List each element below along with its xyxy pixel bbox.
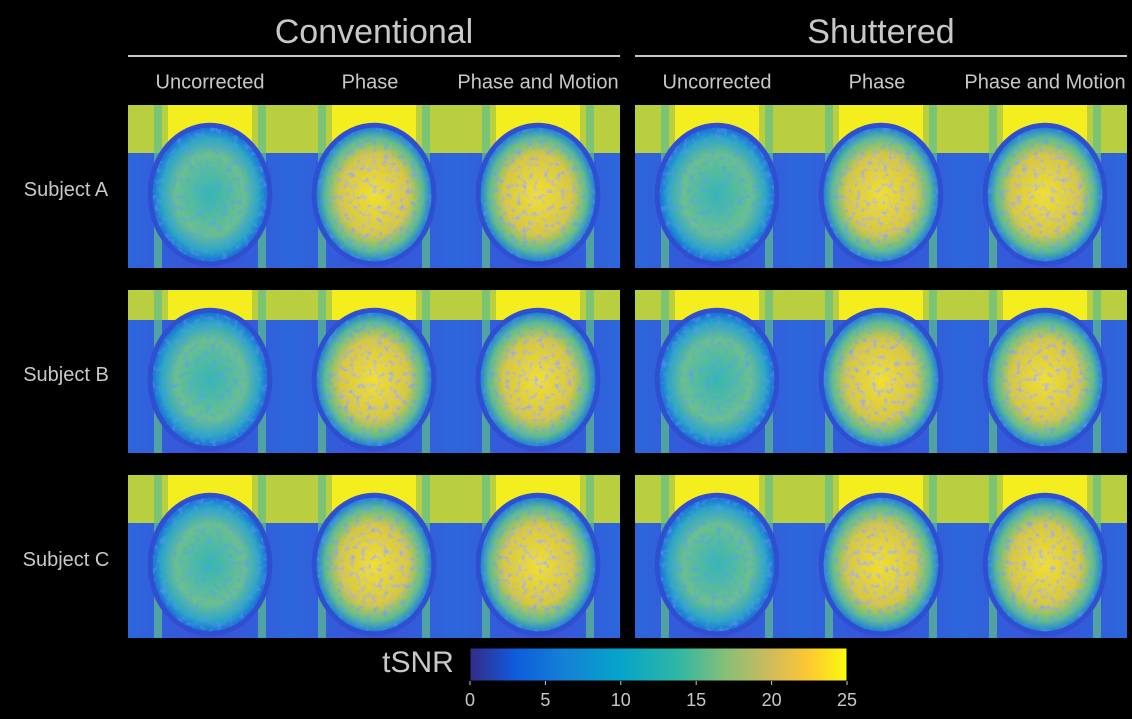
group-title: Shuttered xyxy=(807,13,954,51)
brain xyxy=(988,128,1103,262)
brain xyxy=(317,498,432,632)
image-panel xyxy=(128,475,620,638)
image-panel xyxy=(128,105,620,268)
brain xyxy=(660,498,775,632)
colorbar xyxy=(470,648,847,681)
brain xyxy=(988,313,1103,447)
brain xyxy=(660,313,775,447)
figure: Conventional Uncorrected Phase Phase and Mo… xyxy=(0,0,1132,719)
colorbar-tick-label: 10 xyxy=(611,690,631,710)
colorbar-tick-label: 20 xyxy=(762,690,782,710)
brain xyxy=(317,128,432,262)
image-panel xyxy=(635,475,1127,638)
brain xyxy=(153,128,268,262)
brain xyxy=(153,313,268,447)
brain xyxy=(660,128,775,262)
panels xyxy=(128,105,1127,638)
colorbar-tick-label: 15 xyxy=(686,690,706,710)
colorbar-tick-label: 0 xyxy=(465,690,475,710)
colorbar-tick-label: 5 xyxy=(540,690,550,710)
column-label: Uncorrected xyxy=(156,71,265,93)
brain xyxy=(153,498,268,632)
row-label: Subject A xyxy=(24,179,109,201)
row-label: Subject B xyxy=(23,364,109,386)
image-panel xyxy=(128,290,620,453)
brain xyxy=(317,313,432,447)
colorbar-tick-label: 25 xyxy=(837,690,857,710)
column-label: Phase and Motion xyxy=(964,71,1125,93)
column-label: Uncorrected xyxy=(663,71,772,93)
brain xyxy=(988,498,1103,632)
row-label: Subject C xyxy=(23,549,110,571)
image-panel xyxy=(635,290,1127,453)
brain xyxy=(481,498,596,632)
brain xyxy=(824,498,939,632)
group-title: Conventional xyxy=(275,13,473,51)
column-label: Phase xyxy=(849,71,906,93)
image-panel xyxy=(635,105,1127,268)
brain xyxy=(824,313,939,447)
brain xyxy=(481,128,596,262)
column-label: Phase xyxy=(342,71,399,93)
colorbar-label: tSNR xyxy=(382,646,454,679)
brain xyxy=(824,128,939,262)
brain xyxy=(481,313,596,447)
column-label: Phase and Motion xyxy=(457,71,618,93)
